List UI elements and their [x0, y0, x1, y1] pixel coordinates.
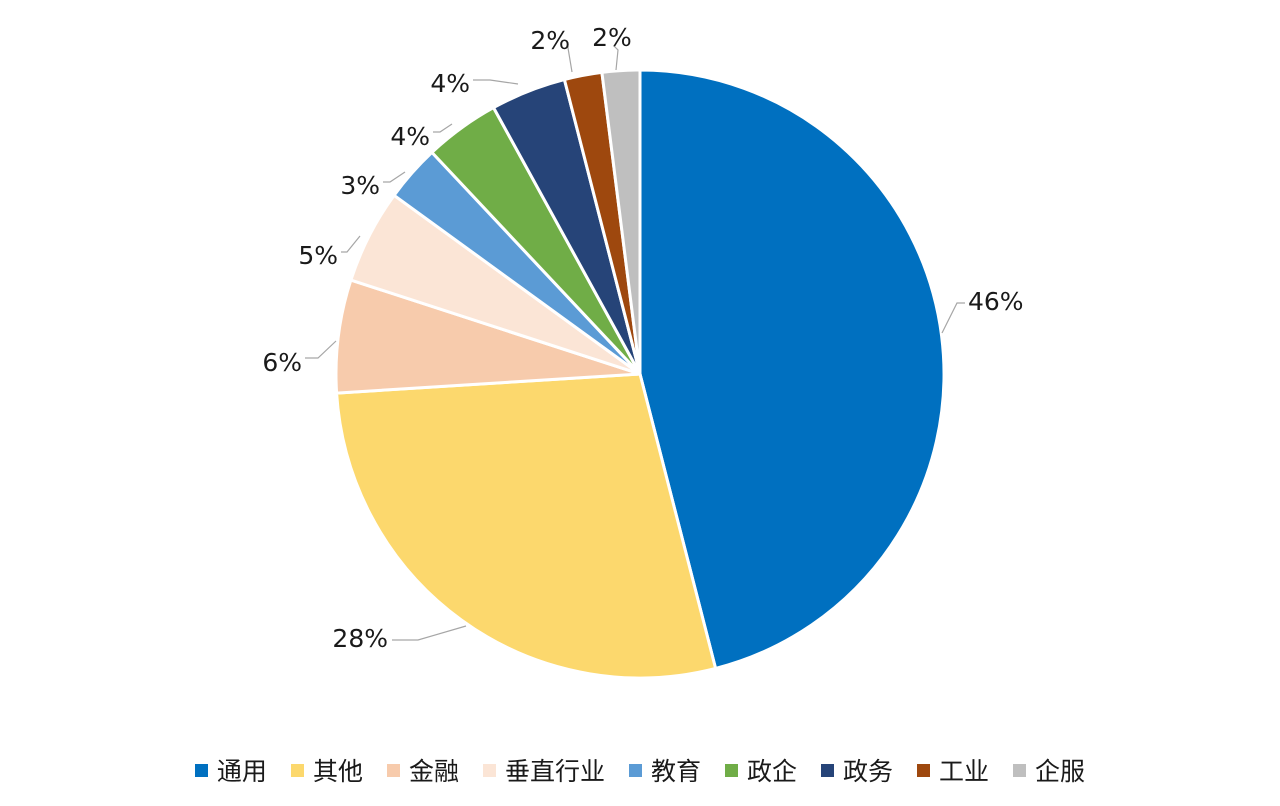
legend-item-7: 政务 — [821, 752, 893, 788]
legend-item-4: 垂直行业 — [482, 752, 605, 788]
legend-swatch — [917, 763, 931, 777]
leader-line-1 — [941, 302, 965, 334]
legend-item-8: 工业 — [917, 752, 989, 788]
data-label-3: 6% — [262, 348, 302, 377]
leader-line-9 — [613, 45, 619, 71]
legend-label: 企服 — [1035, 757, 1086, 786]
legend-swatch — [725, 763, 738, 777]
data-label-5: 3% — [340, 171, 380, 200]
legend-label: 政务 — [843, 757, 894, 786]
pie-slice-1 — [638, 68, 946, 670]
legend-swatch — [1013, 763, 1027, 777]
legend-label: 垂直行业 — [504, 757, 605, 786]
legend-swatch — [482, 763, 496, 777]
leader-line-5 — [383, 171, 406, 183]
slices-group — [334, 68, 946, 680]
leader-line-3 — [305, 340, 337, 359]
legend-label: 通用 — [216, 757, 267, 786]
data-labels-group: 46% 28% 6% 5% 3% 4%4% 2% 2% — [262, 23, 1023, 653]
leader-line-4 — [341, 235, 361, 253]
leader-line-2 — [392, 625, 467, 641]
legend-label: 政企 — [747, 757, 798, 786]
legend-item-2: 其他 — [290, 752, 363, 788]
data-label-4: 5% — [298, 241, 338, 270]
legend-label: 工业 — [939, 757, 990, 786]
legend-item-3: 金融 — [386, 752, 459, 788]
data-label-9: 2% — [592, 23, 632, 52]
legend-label: 金融 — [408, 757, 459, 786]
data-label-6: 4% — [390, 122, 430, 151]
data-label-2: 28% — [332, 624, 388, 653]
pie-chart-plot: 46% 28% 6% 5% 3% 4%4% 2% 2% — [262, 23, 1024, 680]
legend-item-9: 企服 — [1013, 752, 1085, 788]
data-label-1: 46% — [968, 287, 1024, 316]
leader-line-6 — [433, 123, 453, 133]
legend-swatch — [194, 763, 208, 777]
legend-item-6: 政企 — [725, 752, 797, 788]
pie-slice-2 — [335, 372, 718, 680]
legend-swatch — [290, 763, 304, 777]
leader-line-7 — [473, 79, 519, 85]
pie-slice-9 — [600, 68, 642, 376]
legend-label: 其他 — [312, 757, 363, 786]
legend-swatch — [821, 763, 835, 777]
leader-lines-group — [305, 44, 965, 641]
legend-item-1: 通用 — [194, 752, 267, 788]
data-label-8: 2% — [530, 26, 570, 55]
legend-label: 教育 — [650, 757, 701, 786]
leader-line-8 — [567, 44, 573, 73]
legend-item-5: 教育 — [628, 752, 701, 788]
legend: 通用 其他 金融 垂直行业 教育 政企 政务 工业 企服 — [0, 750, 1280, 790]
legend-swatch — [628, 763, 642, 777]
legend-swatch — [386, 763, 400, 777]
data-label-7: 4% — [430, 69, 470, 98]
